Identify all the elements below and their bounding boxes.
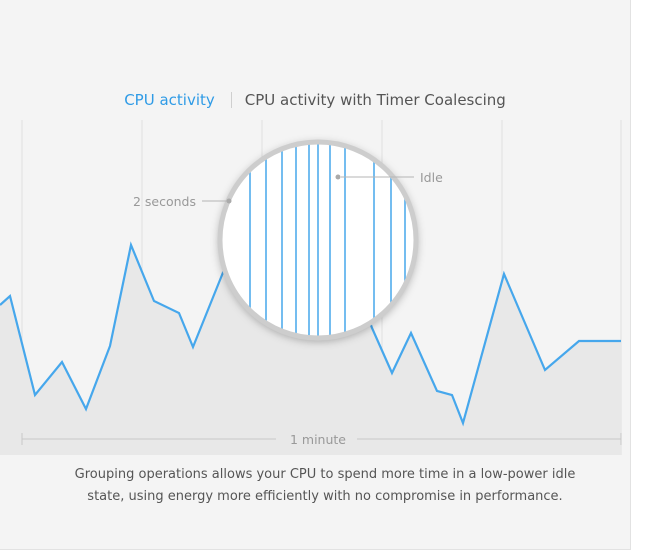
- magnifier-lens-icon: [217, 139, 419, 341]
- tab-cpu-activity-timer-coalescing[interactable]: CPU activity with Timer Coalescing: [244, 91, 506, 109]
- tab-bar: CPU activity CPU activity with Timer Coal…: [0, 89, 630, 111]
- caption-line-1: Grouping operations allows your CPU to s…: [74, 467, 576, 482]
- two-seconds-callout: 2 seconds: [133, 194, 232, 209]
- caption: Grouping operations allows your CPU to s…: [40, 464, 610, 508]
- caption-line-2: state, using energy more efficiently wit…: [87, 489, 563, 504]
- one-minute-span: 1 minute: [21, 432, 622, 447]
- activity-diagram: 1 minute 2 seconds: [0, 120, 622, 455]
- tab-separator: [230, 92, 232, 108]
- one-minute-label: 1 minute: [290, 432, 346, 447]
- two-seconds-dot: [226, 198, 232, 204]
- lens-rim: [217, 139, 419, 341]
- two-seconds-label: 2 seconds: [133, 194, 196, 209]
- idle-dot: [335, 174, 341, 180]
- idle-callout: Idle: [335, 170, 443, 185]
- diagram-panel: CPU activity CPU activity with Timer Coal…: [0, 0, 631, 550]
- idle-label: Idle: [420, 170, 443, 185]
- tab-cpu-activity[interactable]: CPU activity: [124, 91, 215, 109]
